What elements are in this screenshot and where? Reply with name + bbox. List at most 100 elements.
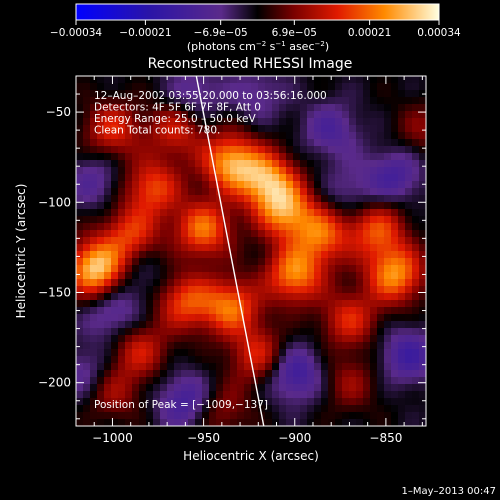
heatmap-cell (167, 370, 175, 378)
heatmap-cell (314, 335, 322, 343)
heatmap-cell (307, 209, 315, 217)
heatmap-cell (174, 118, 182, 126)
heatmap-cell (251, 293, 259, 301)
heatmap-cell (300, 398, 308, 406)
heatmap-cell (335, 244, 343, 252)
heatmap-cell (265, 90, 273, 98)
heatmap-cell (363, 328, 371, 336)
heatmap-cell (111, 230, 119, 238)
heatmap-cell (342, 265, 350, 273)
heatmap-cell (181, 167, 189, 175)
heatmap-cell (398, 132, 406, 140)
heatmap-cell (293, 216, 301, 224)
heatmap-cell (412, 328, 420, 336)
heatmap-cell (167, 279, 175, 287)
heatmap-cell (181, 195, 189, 203)
heatmap-cell (286, 174, 294, 182)
heatmap-cell (384, 307, 392, 315)
heatmap-cell (104, 349, 112, 357)
heatmap-cell (363, 181, 371, 189)
heatmap-cell (188, 90, 196, 98)
heatmap-cell (265, 258, 273, 266)
heatmap-cell (321, 118, 329, 126)
heatmap-cell (76, 328, 84, 336)
heatmap-cell (216, 314, 224, 322)
heatmap-cell (125, 146, 133, 154)
heatmap-cell (300, 216, 308, 224)
heatmap-cell (139, 363, 147, 371)
heatmap-cell (398, 279, 406, 287)
heatmap-cell (377, 174, 385, 182)
heatmap-cell (265, 342, 273, 350)
heatmap-cell (125, 111, 133, 119)
heatmap-cell (153, 265, 161, 273)
heatmap-cell (314, 398, 322, 406)
heatmap-cell (321, 160, 329, 168)
heatmap-cell (356, 139, 364, 147)
heatmap-cell (398, 209, 406, 217)
heatmap-cell (356, 251, 364, 259)
heatmap-cell (265, 321, 273, 329)
heatmap-cell (412, 125, 420, 133)
heatmap-cell (104, 384, 112, 392)
heatmap-cell (237, 384, 245, 392)
heatmap-cell (167, 300, 175, 308)
heatmap-cell (132, 174, 140, 182)
heatmap-cell (223, 139, 231, 147)
heatmap-cell (356, 377, 364, 385)
heatmap-cell (286, 202, 294, 210)
heatmap-cell (370, 132, 378, 140)
heatmap-cell (335, 314, 343, 322)
heatmap-cell (160, 125, 168, 133)
heatmap-cell (391, 216, 399, 224)
heatmap-cell (125, 188, 133, 196)
heatmap-cell (76, 405, 84, 413)
heatmap-cell (160, 244, 168, 252)
heatmap-cell (335, 230, 343, 238)
heatmap-cell (139, 377, 147, 385)
heatmap-cell (104, 167, 112, 175)
heatmap-cell (384, 76, 392, 84)
heatmap-cell (118, 209, 126, 217)
heatmap-cell (335, 363, 343, 371)
heatmap-cell (97, 237, 105, 245)
heatmap-cell (244, 377, 252, 385)
heatmap-cell (125, 258, 133, 266)
heatmap-cell (90, 328, 98, 336)
heatmap-cell (405, 174, 413, 182)
heatmap-cell (76, 321, 84, 329)
heatmap-cell (160, 174, 168, 182)
heatmap-cell (209, 370, 217, 378)
heatmap-cell (356, 174, 364, 182)
heatmap-cell (104, 146, 112, 154)
heatmap-cell (104, 125, 112, 133)
heatmap-cell (265, 146, 273, 154)
heatmap-cell (97, 146, 105, 154)
heatmap-cell (90, 307, 98, 315)
heatmap-cell (328, 300, 336, 308)
heatmap-cell (279, 237, 287, 245)
heatmap-cell (104, 132, 112, 140)
heatmap-cell (279, 328, 287, 336)
heatmap-cell (328, 307, 336, 315)
heatmap-cell (293, 279, 301, 287)
heatmap-cell (405, 90, 413, 98)
heatmap-cell (104, 244, 112, 252)
heatmap-cell (265, 279, 273, 287)
heatmap-cell (398, 377, 406, 385)
heatmap-cell (258, 90, 266, 98)
heatmap-cell (111, 188, 119, 196)
heatmap-cell (202, 307, 210, 315)
heatmap-cell (118, 83, 126, 91)
heatmap-cell (160, 293, 168, 301)
heatmap-cell (90, 202, 98, 210)
heatmap-cell (118, 90, 126, 98)
heatmap-cell (370, 321, 378, 329)
heatmap-cell (391, 286, 399, 294)
heatmap-cell (76, 97, 84, 105)
heatmap-cell (286, 265, 294, 273)
heatmap-cell (111, 132, 119, 140)
heatmap-cell (293, 384, 301, 392)
heatmap-cell (174, 209, 182, 217)
heatmap-cell (223, 328, 231, 336)
